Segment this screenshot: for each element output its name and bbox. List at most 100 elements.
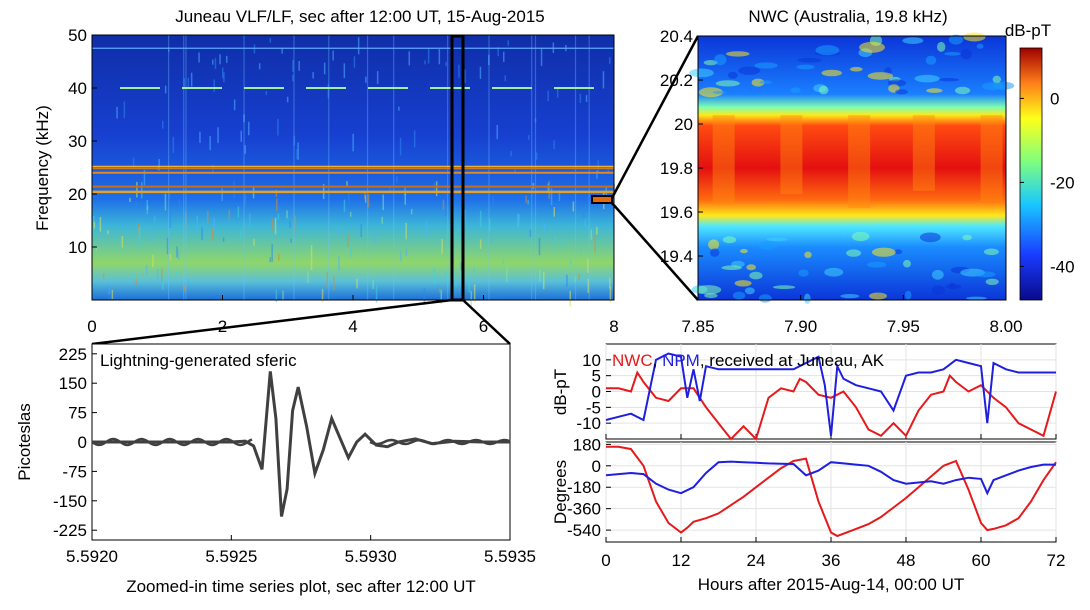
noise-speck: [166, 237, 169, 255]
noise-speck: [405, 248, 408, 257]
noise-speck: [136, 182, 138, 198]
texture-blob: [867, 72, 894, 80]
texture-blob: [821, 69, 842, 77]
noise-speck: [169, 210, 171, 228]
texture-blob: [758, 240, 778, 250]
noise-speck: [233, 99, 236, 111]
noise-speck: [587, 279, 589, 293]
texture-blob: [841, 230, 848, 234]
noise-speck: [275, 289, 278, 303]
noise-speck: [343, 199, 346, 212]
noise-speck: [399, 137, 402, 156]
noise-speck: [286, 96, 289, 103]
texture-blob: [754, 62, 778, 69]
y-tick-label: 0: [592, 457, 601, 476]
texture-blob: [703, 60, 718, 66]
noise-speck: [579, 93, 582, 103]
y-tick-label: 150: [59, 374, 87, 393]
noise-speck: [584, 220, 586, 226]
noise-speck: [177, 250, 180, 260]
sferic-marker-box: [450, 34, 465, 302]
y-tick-label: 0: [592, 383, 601, 402]
noise-speck: [292, 74, 294, 82]
x-tick-label: 5.5935: [484, 547, 536, 566]
noise-speck: [525, 195, 527, 203]
noise-speck: [123, 101, 126, 119]
texture-blob: [983, 248, 999, 256]
texture-blob: [744, 287, 755, 295]
colorbar-tick-label: -20: [1050, 173, 1075, 192]
y-tick-label: 20.2: [660, 71, 693, 90]
noise-speck: [162, 274, 164, 290]
noise-speck: [348, 193, 350, 204]
zoom-line-bottom: [611, 202, 699, 301]
noise-speck: [479, 66, 482, 79]
noise-speck: [249, 213, 251, 227]
texture-blob: [824, 267, 844, 277]
y-tick-label: 19.4: [660, 247, 693, 266]
x-tick-label: 7.90: [784, 317, 817, 336]
y-tick-label: 40: [68, 79, 87, 98]
noise-speck: [528, 135, 530, 140]
x-tick-label: 12: [672, 551, 691, 570]
texture-blob: [758, 294, 772, 303]
noise-speck: [143, 169, 146, 186]
noise-speck: [243, 114, 245, 123]
noise-speck: [135, 201, 137, 206]
texture-blob: [976, 43, 984, 49]
noise-speck: [425, 220, 428, 238]
x-tick-label: 5.5920: [66, 547, 118, 566]
noise-speck: [424, 60, 426, 65]
texture-blob: [766, 237, 788, 242]
x-tick-label: 7.95: [887, 317, 920, 336]
noise-speck: [376, 71, 379, 85]
noise-speck: [503, 51, 505, 62]
noise-speck: [277, 118, 279, 136]
texture-blob: [722, 236, 737, 244]
y-tick-label: 20.4: [660, 27, 693, 46]
noise-speck: [468, 278, 470, 292]
noise-speck: [244, 196, 246, 210]
y-tick-label: -180: [567, 478, 601, 497]
y-tick-label: 30: [68, 132, 87, 151]
colorbar-label: dB-pT: [1005, 21, 1051, 40]
noise-speck: [152, 254, 154, 268]
texture-blob: [712, 90, 727, 94]
noise-speck: [514, 169, 516, 175]
noise-speck: [357, 37, 360, 55]
noise-speck: [580, 246, 582, 255]
noise-speck: [527, 199, 529, 205]
texture-blob: [963, 32, 986, 42]
noise-speck: [139, 226, 141, 240]
texture-blob: [721, 265, 742, 271]
texture-blob: [960, 48, 972, 60]
noise-speck: [107, 230, 109, 235]
texture-blob: [710, 248, 720, 257]
noise-speck: [290, 238, 292, 243]
noise-speck: [442, 199, 445, 210]
noise-speck: [333, 275, 335, 291]
noise-speck: [145, 265, 148, 275]
spectrogram-ylabel: Frequency (kHz): [33, 105, 52, 231]
noise-speck: [440, 289, 442, 304]
noise-speck: [596, 170, 598, 179]
noise-speck: [400, 250, 402, 262]
texture-blob: [804, 251, 812, 259]
band-notch: [712, 115, 735, 205]
x-tick-label: 72: [1047, 551, 1066, 570]
noise-speck: [292, 59, 294, 72]
texture-blob: [726, 51, 750, 57]
noise-speck: [111, 289, 114, 299]
x-tick-label: 0: [87, 317, 96, 336]
noise-speck: [510, 151, 512, 157]
noise-speck: [554, 236, 556, 252]
noise-speck: [281, 47, 283, 54]
noise-speck: [502, 258, 504, 264]
texture-blob: [948, 34, 964, 45]
texture-blob: [850, 66, 863, 72]
noise-speck: [535, 152, 538, 160]
x-tick-label: 48: [897, 551, 916, 570]
colorbar-tick-label: -40: [1050, 257, 1075, 276]
y-tick-label: 75: [68, 404, 87, 423]
